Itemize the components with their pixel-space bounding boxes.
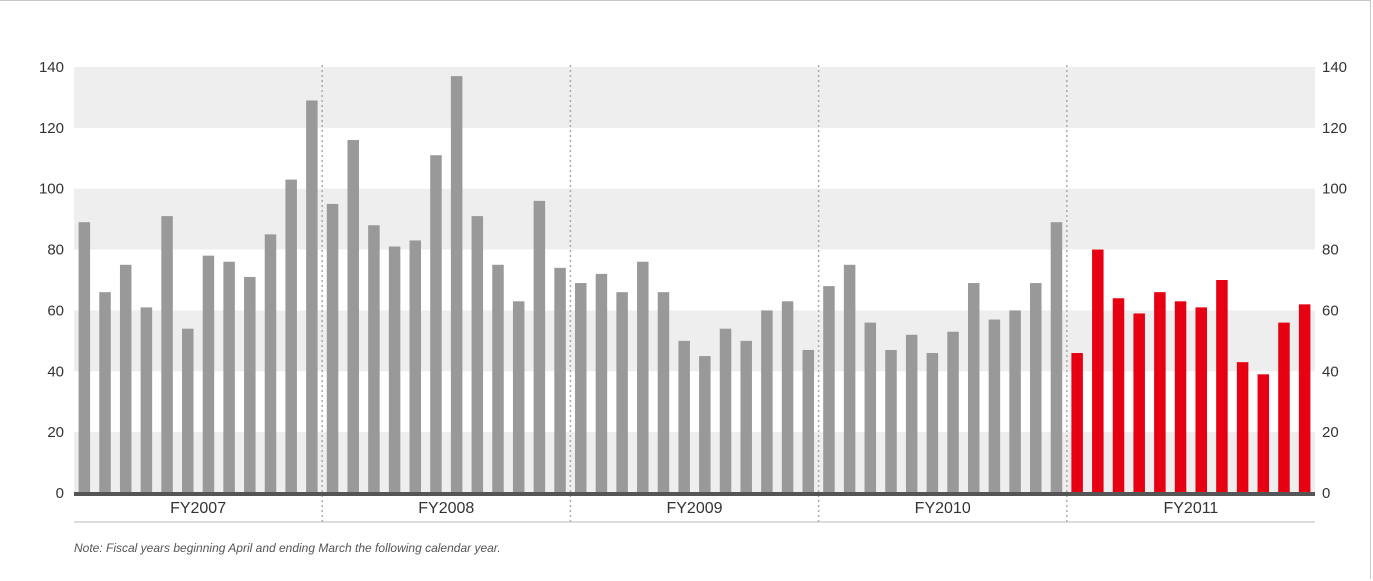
bar bbox=[637, 261, 649, 493]
y-tick-label-left: 60 bbox=[47, 302, 64, 319]
bar bbox=[140, 307, 153, 493]
grid-band bbox=[74, 432, 1315, 493]
bar bbox=[595, 273, 608, 493]
y-tick-label-right: 40 bbox=[1322, 363, 1339, 380]
bar bbox=[99, 292, 111, 493]
bar bbox=[947, 331, 959, 493]
grid-band bbox=[74, 188, 1315, 250]
bar bbox=[1195, 307, 1207, 493]
y-tick-label-right: 140 bbox=[1322, 59, 1347, 76]
y-tick-label-left: 20 bbox=[47, 424, 64, 441]
bar bbox=[1092, 249, 1104, 493]
bar bbox=[719, 328, 732, 493]
bar bbox=[285, 179, 297, 494]
y-tick-label-left: 100 bbox=[39, 181, 64, 198]
year-dividers bbox=[321, 65, 1068, 522]
fiscal-year-label: FY2007 bbox=[170, 500, 226, 517]
y-tick-label-right: 120 bbox=[1322, 120, 1347, 137]
bar bbox=[616, 292, 628, 493]
y-tick-label-left: 80 bbox=[47, 242, 64, 259]
bar bbox=[223, 261, 235, 493]
fiscal-year-label: FY2010 bbox=[915, 500, 971, 517]
grid-bands bbox=[74, 67, 1315, 493]
bar bbox=[823, 286, 835, 493]
fiscal-year-label: FY2008 bbox=[418, 500, 474, 517]
y-tick-label-right: 0 bbox=[1322, 485, 1330, 502]
fiscal-year-label: FY2009 bbox=[666, 500, 722, 517]
bar bbox=[967, 283, 980, 493]
bar bbox=[699, 356, 711, 493]
bar bbox=[492, 264, 504, 493]
grid-band bbox=[74, 310, 1315, 372]
x-axis bbox=[74, 492, 1315, 523]
bar bbox=[1216, 280, 1228, 493]
bar bbox=[1050, 222, 1063, 493]
footnote: Note: Fiscal years beginning April and e… bbox=[74, 541, 501, 555]
bar bbox=[450, 76, 463, 493]
bar bbox=[1154, 292, 1166, 493]
bar bbox=[802, 349, 815, 493]
bar bbox=[1278, 322, 1290, 493]
fiscal-year-label: FY2011 bbox=[1163, 500, 1218, 517]
bar bbox=[182, 328, 194, 493]
bar bbox=[78, 222, 91, 493]
bars bbox=[78, 76, 1311, 494]
bar bbox=[781, 301, 794, 493]
bar bbox=[347, 140, 359, 493]
bar bbox=[326, 203, 339, 493]
bar bbox=[533, 200, 546, 493]
y-tick-label-left: 0 bbox=[56, 485, 64, 502]
y-tick-label-right: 20 bbox=[1322, 424, 1339, 441]
fiscal-year-labels: FY2007 FY2008 FY2009 FY2010 FY2011 bbox=[170, 500, 1218, 517]
bar bbox=[388, 246, 401, 493]
bar bbox=[264, 234, 277, 493]
y-axis-right: 0 20 40 60 80 100 120 140 bbox=[1322, 59, 1347, 502]
bar bbox=[574, 283, 587, 493]
bar bbox=[430, 155, 442, 493]
y-tick-label-left: 40 bbox=[47, 363, 64, 380]
y-tick-label-left: 140 bbox=[39, 59, 64, 76]
bar bbox=[161, 216, 173, 493]
bar bbox=[926, 353, 939, 493]
bar bbox=[1174, 301, 1187, 493]
x-axis-line bbox=[74, 492, 1315, 496]
bar bbox=[885, 349, 897, 493]
bar bbox=[678, 340, 690, 493]
bar bbox=[1071, 353, 1083, 493]
bar bbox=[1030, 283, 1042, 493]
bar bbox=[864, 322, 877, 493]
bar bbox=[1009, 310, 1021, 493]
y-tick-label-right: 80 bbox=[1322, 242, 1339, 259]
y-axis-left: 0 20 40 60 80 100 120 140 bbox=[39, 59, 64, 502]
bar bbox=[740, 340, 752, 493]
bar bbox=[306, 100, 318, 493]
bar bbox=[244, 276, 256, 493]
bar bbox=[1298, 304, 1311, 493]
bar bbox=[761, 310, 773, 493]
y-tick-label-right: 60 bbox=[1322, 302, 1339, 319]
bar bbox=[202, 255, 215, 493]
y-tick-label-left: 120 bbox=[39, 120, 64, 137]
bar bbox=[512, 301, 525, 493]
grid-band bbox=[74, 67, 1315, 128]
y-tick-label-right: 100 bbox=[1322, 181, 1347, 198]
bar bbox=[657, 292, 670, 493]
bar bbox=[471, 216, 484, 493]
bar bbox=[905, 334, 918, 493]
bar bbox=[554, 267, 566, 493]
bar bbox=[1133, 313, 1145, 493]
bar bbox=[409, 240, 422, 493]
bar bbox=[1257, 374, 1270, 493]
bar bbox=[988, 319, 1001, 493]
bar bbox=[368, 225, 380, 493]
bar bbox=[843, 264, 856, 493]
bar bbox=[119, 264, 132, 493]
bar bbox=[1112, 298, 1125, 493]
bar bbox=[1236, 362, 1249, 493]
